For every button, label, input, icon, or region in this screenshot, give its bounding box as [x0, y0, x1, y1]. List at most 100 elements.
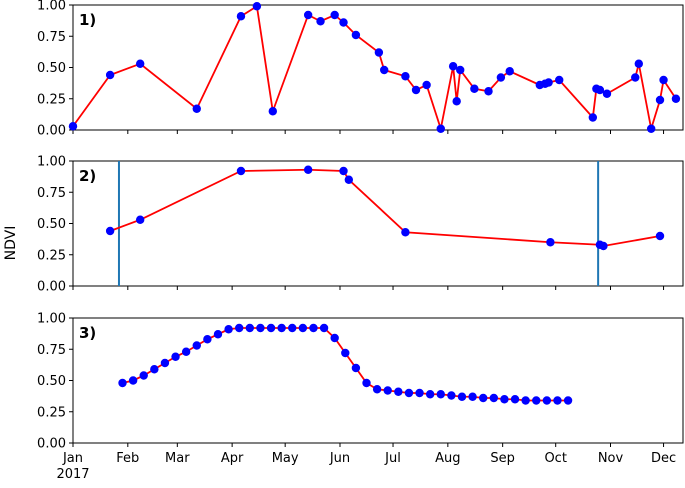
ndvi-point [500, 395, 509, 404]
ndvi-point [447, 391, 456, 400]
ndvi-point [646, 124, 656, 133]
panel-frame [72, 4, 684, 131]
ndvi-point [160, 358, 170, 368]
ndvi-point [602, 89, 612, 98]
ndvi-point [659, 75, 668, 85]
ndvi-point [235, 323, 244, 333]
ndvi-point [479, 393, 488, 403]
ndvi-point [341, 348, 350, 358]
ndvi-point [135, 59, 145, 68]
ndvi-point [171, 352, 180, 361]
y-tick-label: 0.50 [37, 217, 66, 232]
ndvi-point [631, 73, 640, 82]
ndvi-series-line [122, 327, 569, 402]
y-tick-label: 0.00 [37, 437, 66, 452]
ndvi-point [411, 85, 421, 95]
ndvi-series-line [72, 4, 677, 133]
ndvi-point [374, 48, 384, 57]
ndvi-point [319, 323, 329, 333]
ndvi-point [484, 87, 493, 96]
ndvi-point [489, 393, 499, 403]
y-tick-label: 0.25 [37, 248, 66, 263]
ndvi-point [542, 396, 552, 405]
ndvi-point [468, 392, 477, 401]
ndvi-point [339, 166, 348, 176]
panel-label: 2) [79, 167, 96, 185]
x-tick-label: Aug [435, 451, 460, 466]
panel-2: 0.00 0.25 0.50 0.75 1.00 2) [37, 155, 684, 295]
y-tick-label: 0.00 [37, 280, 66, 295]
ndvi-point [150, 365, 159, 374]
ndvi-point [351, 363, 361, 373]
ndvi-point [118, 378, 127, 388]
x-tick-label: Feb [116, 451, 139, 466]
ndvi-point [496, 73, 506, 82]
ndvi-point [298, 323, 308, 333]
y-tick-label: 0.75 [37, 343, 66, 358]
ndvi-point [436, 390, 445, 399]
ndvi-point [252, 2, 262, 11]
ndvi-point [245, 323, 255, 333]
panel-1: 0.00 0.25 0.50 0.75 1.00 1) [37, 0, 684, 139]
ndvi-point [256, 323, 265, 333]
ndvi-point [303, 165, 313, 174]
ndvi-point [236, 166, 246, 176]
ndvi-point [224, 325, 233, 334]
panel-label: 3) [79, 324, 96, 342]
ndvi-point [394, 387, 403, 396]
ndvi-point [268, 107, 277, 116]
ndvi-point [277, 323, 286, 333]
ndvi-point [532, 396, 541, 405]
ndvi-point [671, 94, 681, 103]
ndvi-point [401, 228, 410, 237]
ndvi-point [452, 97, 461, 106]
ndvi-point [456, 65, 465, 75]
ndvi-point [634, 59, 643, 68]
ndvi-point [330, 333, 339, 343]
ndvi-point [448, 62, 458, 71]
ndvi-point [563, 396, 573, 405]
ndvi-point [266, 323, 276, 333]
y-tick-label: 1.00 [37, 312, 66, 327]
ndvi-point [379, 65, 389, 75]
ndvi-point [192, 104, 201, 113]
x-tick-label: Sep [490, 451, 515, 466]
ndvi-point [544, 78, 553, 87]
y-tick-label: 0.75 [37, 186, 66, 201]
x-tick-sublabel: 2017 [56, 467, 89, 482]
ndvi-point [599, 241, 608, 251]
ndvi-point [309, 323, 318, 333]
ndvi-point [404, 388, 414, 398]
ndvi-point [288, 323, 297, 333]
y-tick-label: 0.75 [37, 30, 66, 45]
panel-frame [72, 317, 684, 444]
ndvi-point [135, 215, 145, 224]
ndvi-point [546, 238, 555, 247]
x-tick-label: Jul [384, 451, 401, 466]
ndvi-point [105, 70, 115, 80]
ndvi-point [436, 124, 445, 133]
ndvi-series-line [109, 168, 661, 247]
x-tick-label: Jun [329, 451, 350, 466]
ndvi-point [510, 395, 520, 404]
ndvi-point [128, 376, 138, 385]
ndvi-point [362, 378, 371, 388]
ndvi-point [303, 10, 313, 20]
ndvi-point [401, 72, 410, 81]
ndvi-point [383, 386, 392, 395]
ndvi-point [521, 396, 530, 405]
ndvi-point [415, 388, 424, 398]
ndvi-point [344, 175, 354, 184]
x-tick-label: Nov [598, 451, 624, 466]
y-tick-label: 1.00 [37, 0, 66, 14]
y-tick-label: 0.25 [37, 92, 66, 107]
ndvi-point [457, 392, 467, 401]
panel-frame [72, 160, 684, 287]
y-tick-label: 1.00 [37, 155, 66, 170]
ndvi-point [105, 226, 115, 236]
ndvi-point [351, 30, 361, 40]
ndvi-point [470, 84, 479, 93]
ndvi-point [588, 113, 598, 122]
